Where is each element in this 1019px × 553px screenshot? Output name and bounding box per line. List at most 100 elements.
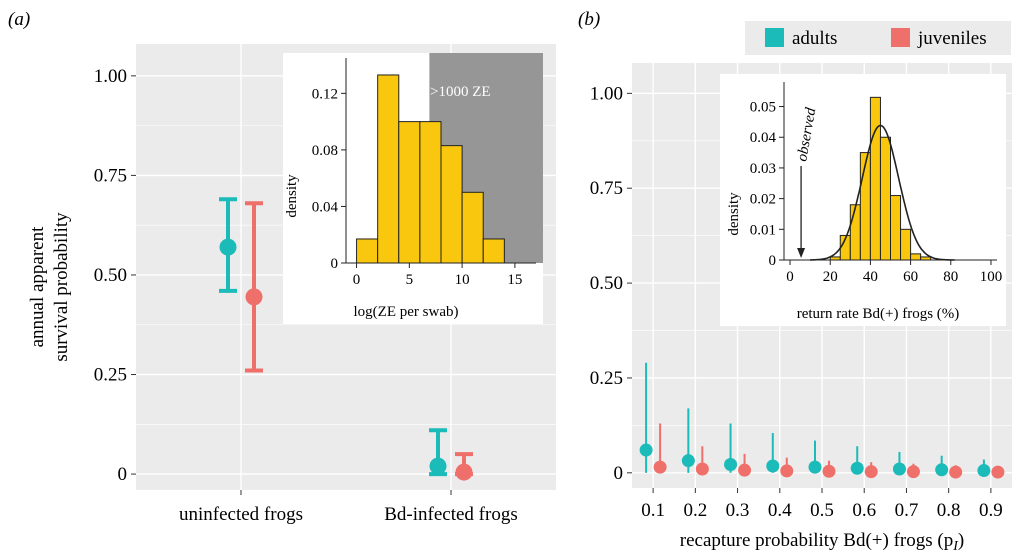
- panel-a-inset-x-axis-label: log(ZE per swab): [354, 304, 459, 320]
- y-tick-label: 0: [614, 463, 624, 484]
- x-tick-label: 0.9: [979, 500, 1003, 521]
- adults-point: [892, 462, 906, 476]
- x-tick-label: 0.5: [810, 500, 834, 521]
- x-tick-label: 0.3: [726, 500, 750, 521]
- histogram-bar: [910, 253, 922, 261]
- panel-b-marks: [639, 362, 1005, 479]
- x-tick-label: 0.7: [895, 500, 919, 521]
- legend-swatch-adults: [765, 28, 784, 47]
- juveniles-point: [455, 463, 473, 481]
- histogram-bar: [900, 228, 912, 261]
- x-tick-label: 0.1: [641, 500, 665, 521]
- x-tick-label: 80: [943, 269, 958, 285]
- histogram-bar: [377, 74, 400, 264]
- adults-point: [219, 238, 237, 256]
- juveniles-point: [653, 460, 667, 474]
- histogram-bar: [482, 238, 505, 264]
- juveniles-point: [738, 463, 752, 477]
- panel-a-y-axis-label-line-1: annual apparent: [27, 226, 48, 348]
- histogram-bar: [461, 191, 484, 264]
- legend-background: [745, 21, 1011, 55]
- x-tick-label: 10: [455, 272, 470, 288]
- panel-b: (b) adults juveniles 00.250.500.751.00 0…: [578, 9, 1012, 553]
- panel-b-inset-normal-curve: [810, 124, 955, 261]
- y-tick-label: 0.08: [312, 143, 338, 159]
- panel-a-inset-axes: 0 5 10 15 0 0.04 0.08 0.12: [312, 58, 536, 288]
- adults-point: [935, 463, 949, 477]
- y-tick-label: 0.75: [94, 165, 127, 186]
- y-tick-label: 0.25: [590, 368, 623, 389]
- x-tick-label: Bd-infected frogs: [384, 504, 517, 525]
- panel-b-y-ticks: 0 0.25 0.50 0.75 1.00: [590, 83, 632, 484]
- x-tick-label: 20: [823, 269, 838, 285]
- y-tick-label: 0.03: [750, 161, 776, 177]
- y-tick-label: 1.00: [94, 66, 127, 87]
- y-tick-label: 0.75: [590, 178, 623, 199]
- juveniles-point: [949, 465, 963, 479]
- legend-label-juveniles: juveniles: [917, 28, 987, 49]
- y-tick-label: 0: [769, 253, 777, 269]
- panel-a-label: (a): [8, 9, 30, 30]
- x-tick-label: 0.4: [768, 500, 792, 521]
- x-tick-label: 100: [980, 269, 1003, 285]
- juveniles-point: [822, 464, 836, 478]
- panel-b-x-axis-label: recapture probability Bd(+) frogs (pI): [680, 530, 964, 553]
- adults-point: [724, 457, 738, 471]
- y-tick-label: 0: [118, 464, 128, 485]
- panel-a-y-ticks: 0 0.25 0.50 0.75 1.00: [94, 66, 136, 485]
- y-tick-label: 0.12: [312, 86, 338, 102]
- panel-a-inset-bars: [356, 74, 505, 264]
- panel-a-inset: 0 5 10 15 0 0.04 0.08 0.12 log(ZE per swab) den…: [283, 53, 543, 324]
- histogram-bar: [869, 96, 881, 261]
- x-tick-label: uninfected frogs: [179, 504, 303, 525]
- panel-b-x-ticks: 0.1 0.2 0.3 0.4 0.5 0.6 0.7 0.8 0.9: [641, 488, 1003, 521]
- adults-point: [808, 460, 822, 474]
- adults-point: [639, 443, 653, 457]
- histogram-bar: [356, 238, 379, 264]
- adults-point: [766, 459, 780, 473]
- juveniles-point: [780, 464, 794, 478]
- x-tick-label: 0: [786, 269, 794, 285]
- x-tick-label: 0: [353, 272, 361, 288]
- y-tick-label: 1.00: [590, 83, 623, 104]
- panel-b-inset-x-axis-label: return rate Bd(+) frogs (%): [797, 306, 960, 322]
- histogram-bar: [440, 145, 463, 264]
- legend-swatch-juveniles: [891, 28, 910, 47]
- x-tick-label: 0.2: [683, 500, 707, 521]
- panel-b-inset-y-axis-label: density: [726, 192, 742, 236]
- x-tick-label: 0.8: [937, 500, 961, 521]
- histogram-bar: [879, 136, 891, 261]
- histogram-bar: [859, 152, 871, 261]
- y-tick-label: 0.04: [750, 130, 777, 146]
- x-tick-label: 15: [507, 272, 522, 288]
- juveniles-point: [906, 465, 920, 479]
- y-tick-label: 0.25: [94, 365, 127, 386]
- panel-a-x-ticks: uninfected frogs Bd-infected frogs: [179, 490, 518, 525]
- histogram-bar: [890, 195, 902, 261]
- observed-arrow-head: [797, 248, 806, 258]
- y-tick-label: 0.50: [590, 273, 623, 294]
- juveniles-point: [991, 465, 1005, 479]
- legend: adults juveniles: [745, 21, 1011, 55]
- x-tick-label: 40: [863, 269, 878, 285]
- x-tick-label: 0.6: [852, 500, 876, 521]
- panel-b-inset: 0 20 40 60 80 100 0 0.01 0.02 0.03 0.04 0.05 return…: [720, 74, 1006, 326]
- y-tick-label: 0.05: [750, 100, 776, 116]
- y-tick-label: 0.02: [750, 192, 776, 208]
- y-tick-label: 0.04: [312, 199, 339, 215]
- y-tick-label: 0.50: [94, 265, 127, 286]
- panel-a-inset-shade-annotation: >1000 ZE: [430, 84, 491, 100]
- juveniles-point: [695, 462, 709, 476]
- histogram-bar: [398, 121, 421, 264]
- panel-a-inset-y-axis-label: density: [284, 174, 300, 218]
- histogram-bar: [419, 121, 442, 264]
- adults-point: [429, 457, 447, 475]
- panel-a: (a) 0 0.25 0.50 0.75 1.00 uninfected frogs Bd…: [8, 9, 556, 525]
- legend-label-adults: adults: [792, 28, 837, 49]
- y-tick-label: 0.01: [750, 222, 776, 238]
- panel-b-label: (b): [578, 9, 600, 30]
- histogram-bar: [849, 204, 861, 261]
- juveniles-point: [864, 465, 878, 479]
- x-tick-label: 5: [406, 272, 414, 288]
